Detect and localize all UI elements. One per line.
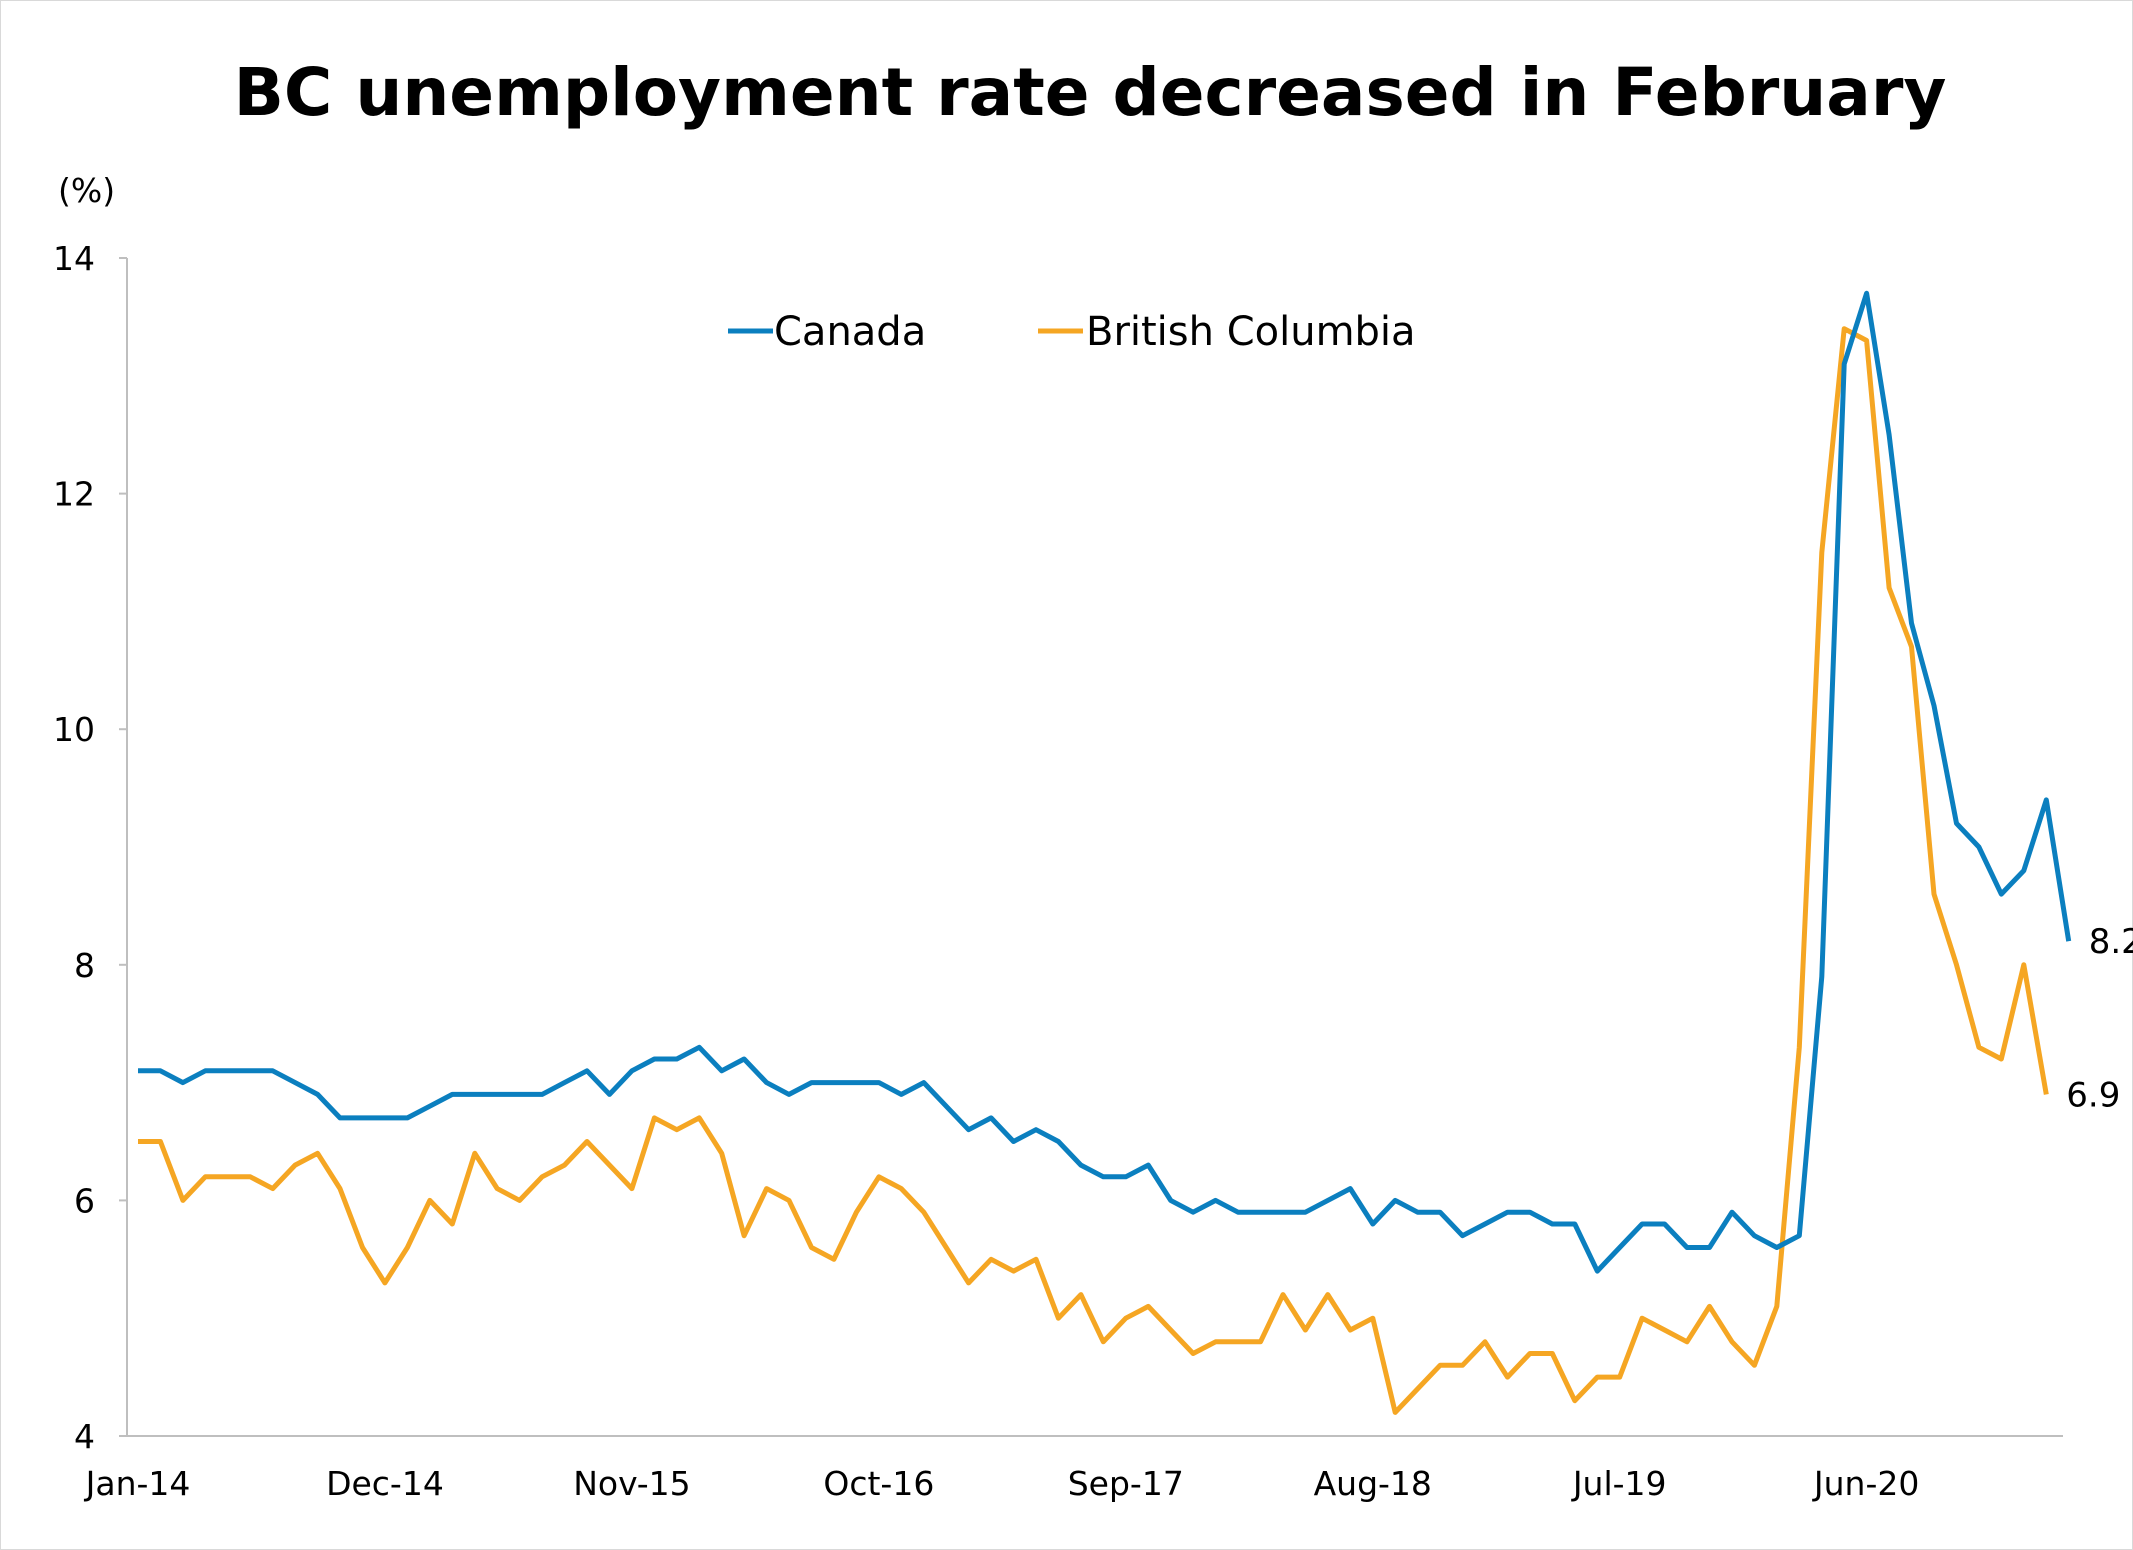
y-tick-label: 6 [74,1181,95,1220]
x-tick-label: Aug-18 [1314,1464,1432,1503]
x-tick-label: Jun-20 [1812,1464,1919,1503]
x-axis-ticks: Jan-14 Dec-14 Nov-15 Oct-16 Sep-17 Aug-18 Jul-… [84,1464,1920,1503]
x-tick-label: Nov-15 [573,1464,690,1503]
y-tick-label: 8 [74,946,95,985]
end-labels: 6.9 8.2 [2066,922,2133,1115]
legend-label-british-columbia: British Columbia [1086,309,1416,355]
y-tick-label: 14 [53,239,95,278]
y-tick-label: 12 [53,475,95,514]
chart-title: BC unemployment rate decreased in Februa… [234,54,1947,131]
series-line-canada [138,290,2072,1274]
x-tick-label: Jan-14 [84,1464,191,1503]
x-tick-label: Sep-17 [1068,1464,1184,1503]
end-value-label-british-columbia: 6.9 [2066,1075,2120,1115]
y-tick-label: 10 [53,710,95,749]
end-value-label-canada: 8.2 [2089,922,2133,962]
y-axis-unit-label: (%) [58,171,115,210]
series-line-british-columbia [138,326,2049,1415]
y-tick-label: 4 [74,1417,95,1456]
y-axis-ticks: 4 6 8 10 12 14 [53,239,127,1456]
series-layer [138,290,2072,1415]
x-tick-label: Oct-16 [823,1464,934,1503]
legend: Canada British Columbia [728,309,1416,355]
x-tick-label: Dec-14 [326,1464,444,1503]
x-tick-label: Jul-19 [1571,1464,1667,1503]
legend-label-canada: Canada [774,309,926,355]
